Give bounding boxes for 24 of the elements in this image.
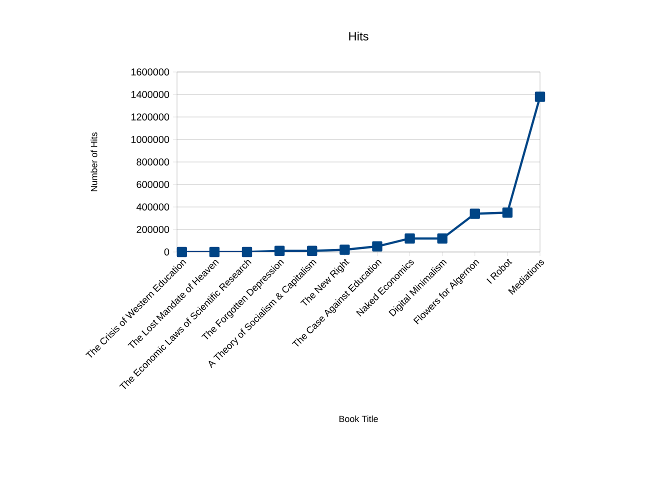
point (307, 246, 318, 256)
chart-title: Hits (349, 32, 368, 40)
y-tick-label: 800000 (136, 158, 170, 166)
y-tick-label: 200000 (136, 226, 170, 234)
y-tick-label: 600000 (136, 180, 170, 188)
point (274, 246, 285, 256)
point (437, 233, 448, 244)
point (242, 246, 252, 258)
point (340, 244, 350, 255)
point (209, 246, 220, 258)
y-axis-title: Number of Hits (90, 132, 98, 192)
point (404, 233, 415, 244)
y-tick-label: 1000000 (131, 136, 170, 144)
point (372, 241, 382, 252)
y-tick-label: 1600000 (131, 68, 170, 76)
point (470, 208, 480, 219)
y-tick-label: 1200000 (131, 113, 170, 121)
y-tick-label: 400000 (136, 203, 170, 211)
point (534, 92, 546, 102)
x-axis-title: Book Title (339, 415, 378, 422)
y-tick-label: 1400000 (131, 90, 170, 98)
point (176, 246, 187, 258)
point (502, 208, 513, 218)
y-tick-label: 0 (164, 248, 170, 256)
